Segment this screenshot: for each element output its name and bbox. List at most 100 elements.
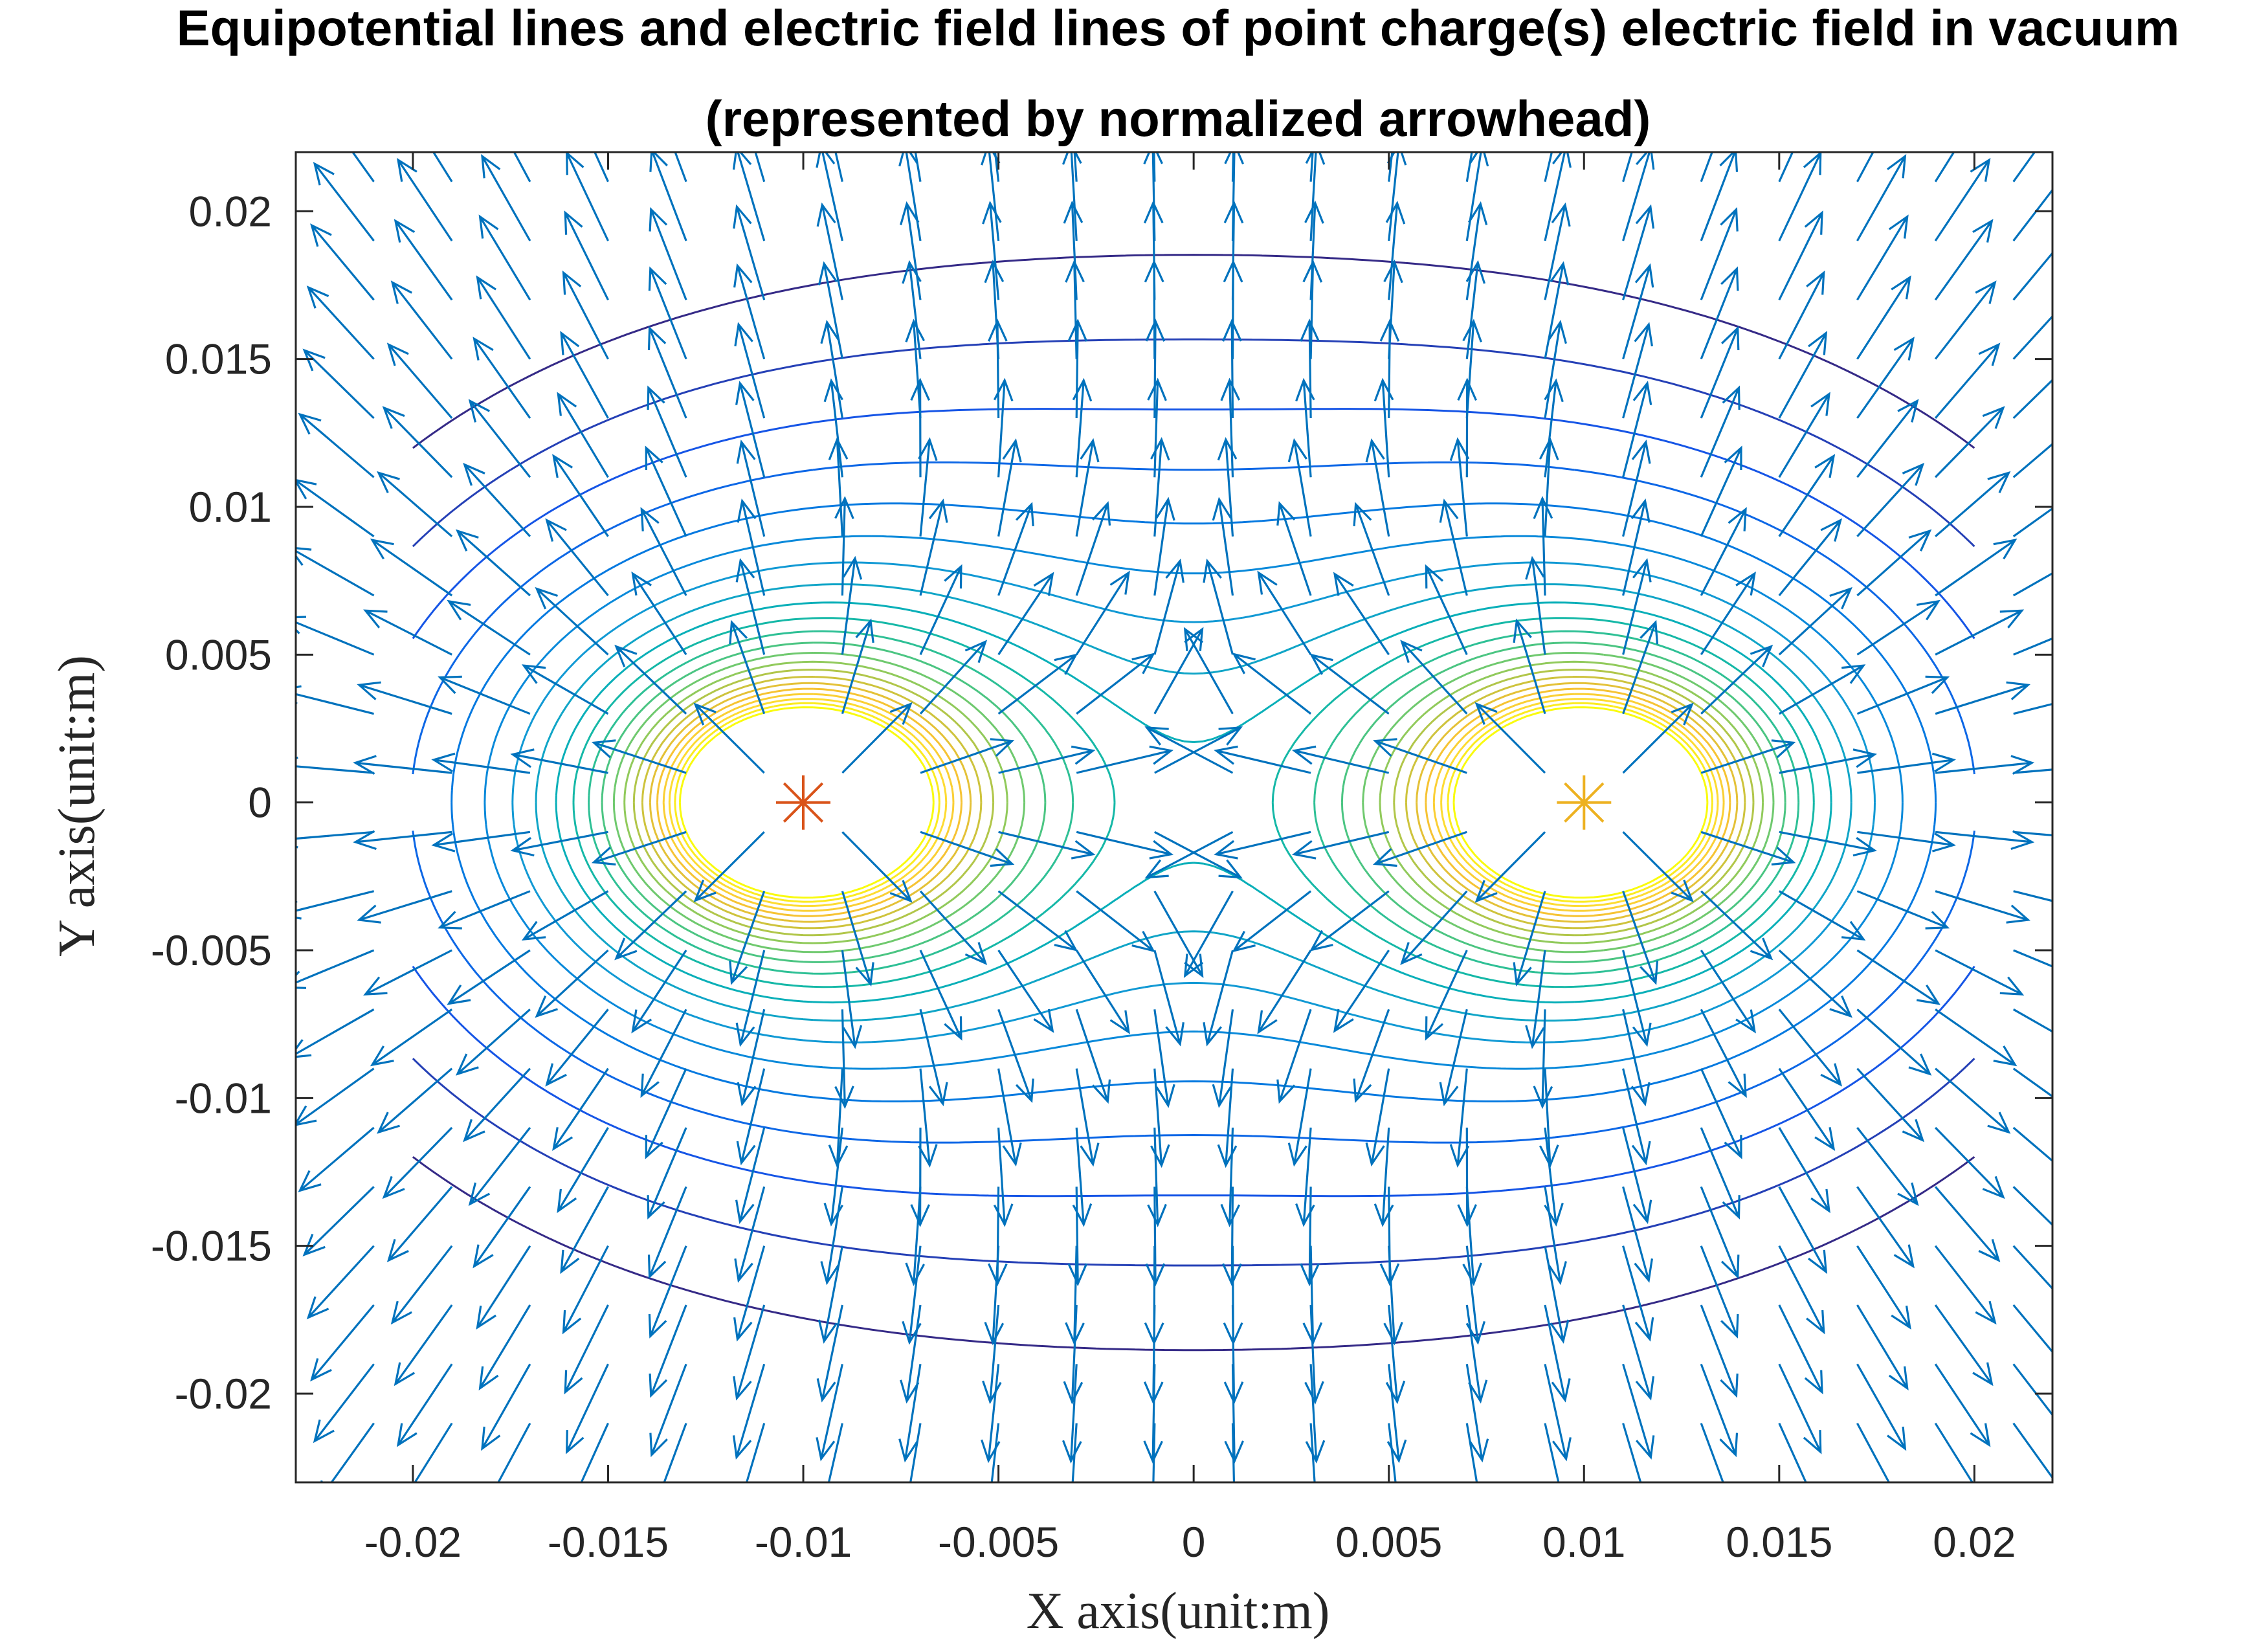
field-arrow [1449, 1068, 1470, 1168]
field-arrow [447, 599, 531, 656]
field-arrow [1333, 950, 1390, 1033]
field-arrow [733, 263, 766, 360]
field-arrow [1856, 1363, 1907, 1451]
field-arrow [993, 1127, 1014, 1227]
field-arrow [1934, 1363, 1991, 1447]
field-arrow [1153, 1009, 1175, 1108]
chart-subtitle: (represented by normalized arrowhead) [706, 90, 1651, 147]
field-arrow [1287, 438, 1312, 537]
field-arrow [1856, 399, 1919, 478]
field-arrow [510, 748, 608, 774]
field-arrow [729, 619, 766, 715]
field-arrow [645, 445, 687, 537]
field-arrow [1700, 1304, 1739, 1398]
field-arrow [1525, 555, 1546, 655]
field-arrow [1373, 831, 1467, 867]
y-tick-label: -0.005 [151, 926, 272, 974]
field-arrow [997, 1068, 1022, 1167]
field-arrow [1778, 1245, 1825, 1335]
field-arrow [363, 949, 452, 996]
field-arrow [997, 502, 1034, 596]
field-arrow [1153, 558, 1184, 655]
y-tick-label: 0.015 [165, 335, 272, 383]
field-arrow [2013, 890, 2052, 902]
field-arrow [463, 1067, 531, 1143]
field-arrow [1075, 950, 1130, 1034]
field-arrow [1700, 152, 1713, 183]
field-arrow [432, 152, 453, 183]
field-arrow [476, 275, 531, 360]
field-arrow [396, 1363, 453, 1447]
field-arrow [1153, 890, 1204, 978]
field-arrow [2012, 507, 2052, 538]
field-arrow [745, 1423, 766, 1482]
field-arrow [1153, 950, 1184, 1047]
field-arrow [431, 831, 531, 853]
field-arrow [1778, 210, 1823, 301]
field-arrow [1383, 259, 1403, 359]
field-arrow [1856, 152, 1874, 183]
field-arrow [591, 831, 687, 866]
field-arrow [472, 1186, 531, 1269]
x-tick-label: 0.01 [1542, 1518, 1625, 1566]
title: Equipotential lines and electric field l… [177, 0, 2180, 147]
field-arrow [919, 950, 962, 1041]
field-arrow [1856, 462, 1925, 537]
field-arrow [1778, 586, 1852, 656]
field-arrow [468, 1127, 531, 1207]
field-arrow [920, 831, 1015, 867]
field-arrow [1076, 745, 1174, 774]
field-arrow [1544, 1245, 1570, 1344]
field-arrow [2012, 442, 2052, 478]
field-arrow [735, 558, 766, 655]
field-arrow [997, 950, 1054, 1033]
field-arrow [841, 950, 863, 1049]
field-arrow [1700, 1068, 1742, 1159]
field-arrow [1212, 1009, 1234, 1108]
field-arrow [438, 675, 531, 715]
equipotential-line [412, 408, 1975, 1198]
equipotential-line [412, 338, 1975, 1267]
field-arrow [982, 1304, 1002, 1405]
field-arrow [2013, 637, 2052, 656]
field-arrow [736, 1068, 766, 1166]
field-arrow [1439, 1009, 1468, 1107]
field-arrow [645, 1068, 687, 1159]
field-arrow [997, 653, 1078, 715]
field-arrow [1203, 558, 1234, 655]
charge-marker-2 [1557, 775, 1612, 830]
field-arrow [737, 1009, 766, 1107]
equipotential-line [535, 583, 1852, 1022]
field-arrow [1385, 1304, 1406, 1405]
field-arrow [1287, 1068, 1312, 1167]
field-arrow [1291, 745, 1390, 774]
field-arrow [1700, 890, 1773, 961]
field-arrow [1462, 318, 1482, 419]
field-arrow [1856, 1067, 1925, 1143]
field-arrow [545, 1009, 609, 1087]
axes: -0.02 -0.015 -0.01 -0.005 0 0.005 0.01 0.015 0.0… [151, 151, 2054, 1566]
field-arrow [1544, 1423, 1560, 1482]
field-arrow [733, 1304, 766, 1401]
field-arrow [1622, 702, 1694, 774]
field-arrow [1779, 664, 1866, 715]
field-arrow [390, 1245, 453, 1325]
field-arrow [1779, 831, 1877, 857]
field-arrow [1062, 152, 1082, 241]
field-arrow [414, 1422, 453, 1482]
field-arrow [1465, 152, 1473, 182]
field-arrow [1935, 830, 2035, 851]
field-arrow [1935, 890, 2031, 924]
field-arrow [841, 702, 913, 774]
field-arrow [1305, 152, 1326, 241]
field-arrow [1700, 571, 1756, 656]
field-arrow [521, 664, 609, 715]
field-arrow [902, 1245, 922, 1345]
field-arrow [1622, 1304, 1655, 1401]
field-arrow [310, 223, 375, 301]
field-arrow [1856, 1127, 1919, 1207]
equipotential-line [412, 254, 1975, 1352]
chart-title: Equipotential lines and electric field l… [177, 0, 2180, 56]
field-arrow [476, 1245, 531, 1330]
